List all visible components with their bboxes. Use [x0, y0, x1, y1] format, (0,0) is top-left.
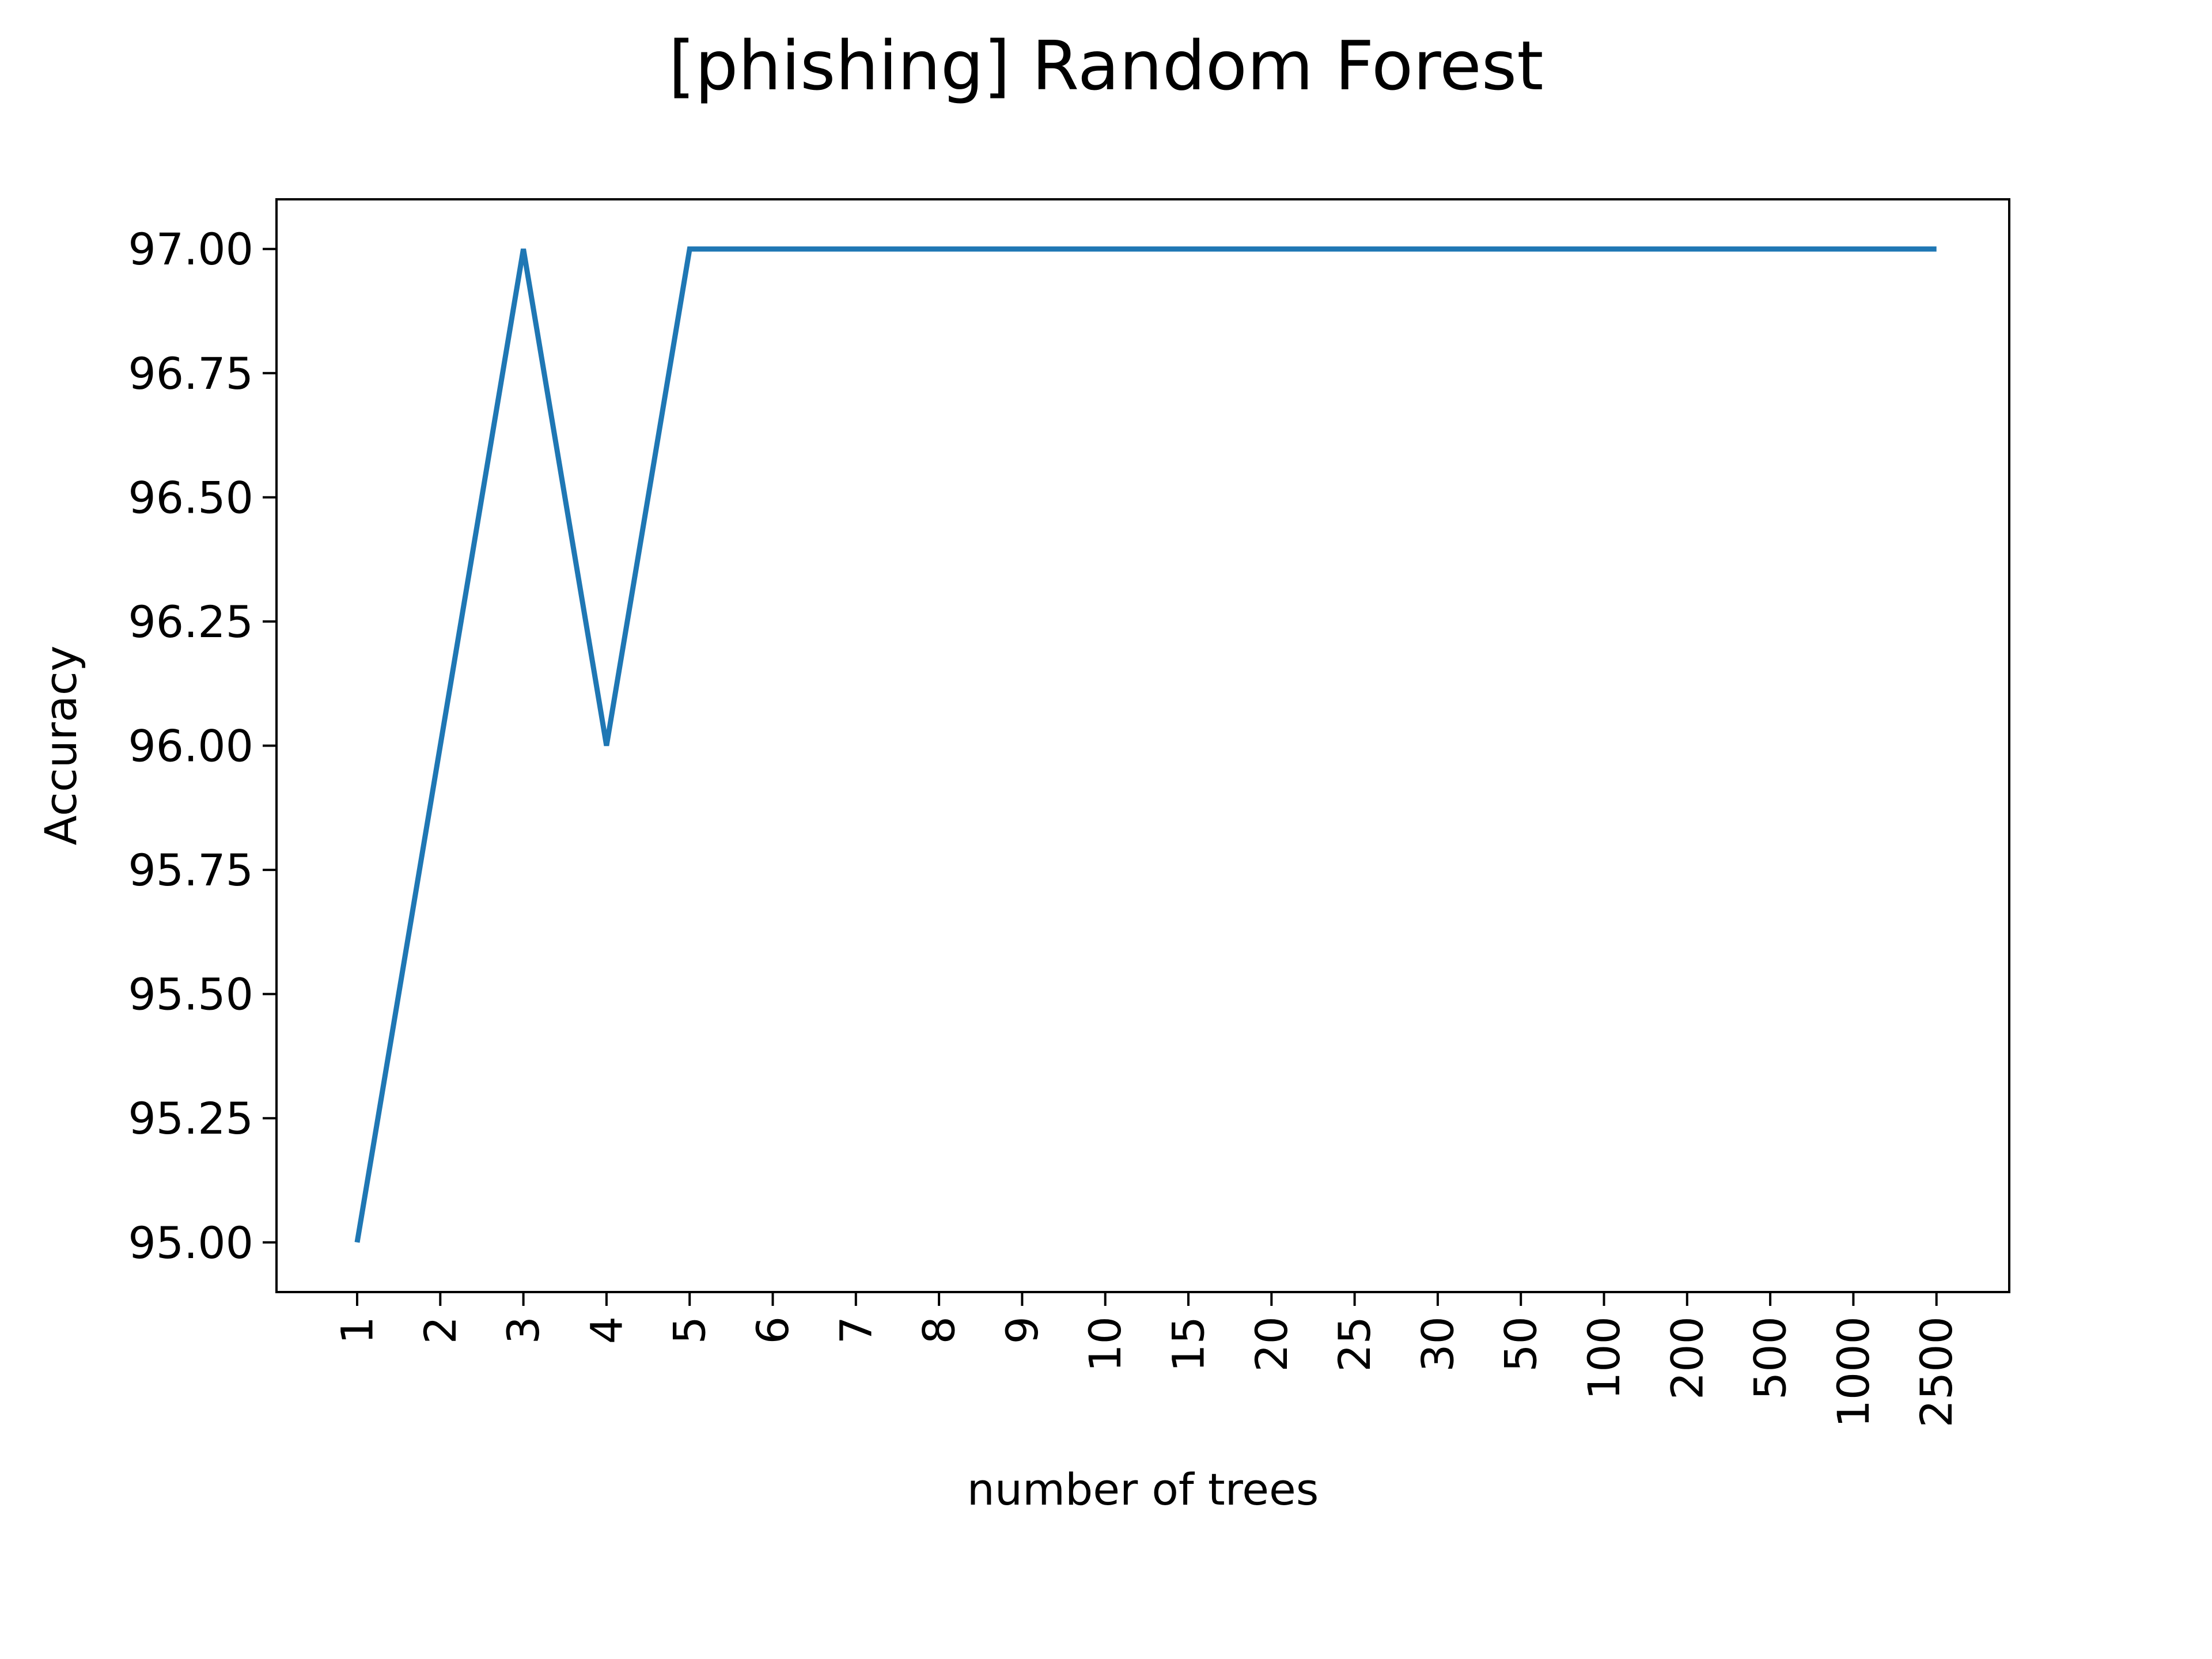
x-axis-label: number of trees [967, 1464, 1319, 1515]
x-tick-label: 9 [997, 1316, 1048, 1344]
x-tick-label: 25 [1329, 1316, 1380, 1372]
x-tick-label: 4 [581, 1316, 632, 1344]
x-tick-label: 7 [830, 1316, 881, 1344]
x-axis: 1 2 3 4 5 6 7 8 9 10 15 20 25 30 50 100 200 500 1000 2500 [332, 1292, 1962, 1427]
y-tick-label: 95.00 [128, 1217, 253, 1268]
y-tick-label: 97.00 [128, 224, 253, 275]
x-tick-label: 30 [1412, 1316, 1463, 1372]
x-tick-label: 200 [1661, 1316, 1713, 1400]
y-tick-label: 95.25 [128, 1093, 253, 1144]
x-tick-label: 500 [1745, 1316, 1796, 1400]
y-tick-label: 96.75 [128, 348, 253, 399]
y-tick-label: 96.50 [128, 472, 253, 523]
x-tick-label: 6 [747, 1316, 798, 1344]
y-tick-label: 95.50 [128, 969, 253, 1020]
x-tick-label: 15 [1163, 1316, 1214, 1372]
chart-title: [phishing] Random Forest [669, 26, 1544, 105]
x-tick-label: 5 [664, 1316, 715, 1344]
x-tick-label: 2 [415, 1316, 466, 1344]
y-tick-label: 96.25 [128, 596, 253, 647]
x-tick-label: 1 [332, 1316, 383, 1344]
y-axis-label: Accuracy [35, 646, 86, 846]
x-tick-label: 2500 [1911, 1316, 1962, 1427]
x-tick-label: 50 [1495, 1316, 1547, 1372]
y-tick-label: 96.00 [128, 721, 253, 772]
series-layer [354, 246, 1937, 1243]
series-line [354, 246, 1937, 1243]
x-tick-label: 10 [1080, 1316, 1131, 1372]
x-tick-label: 3 [498, 1316, 549, 1344]
x-tick-label: 100 [1578, 1316, 1630, 1400]
x-tick-label: 20 [1246, 1316, 1297, 1372]
x-tick-label: 1000 [1828, 1316, 1879, 1427]
y-axis: 95.00 95.25 95.50 95.75 96.00 96.25 96.50 96.75… [128, 224, 276, 1268]
y-tick-label: 95.75 [128, 844, 253, 896]
x-tick-label: 8 [914, 1316, 965, 1344]
